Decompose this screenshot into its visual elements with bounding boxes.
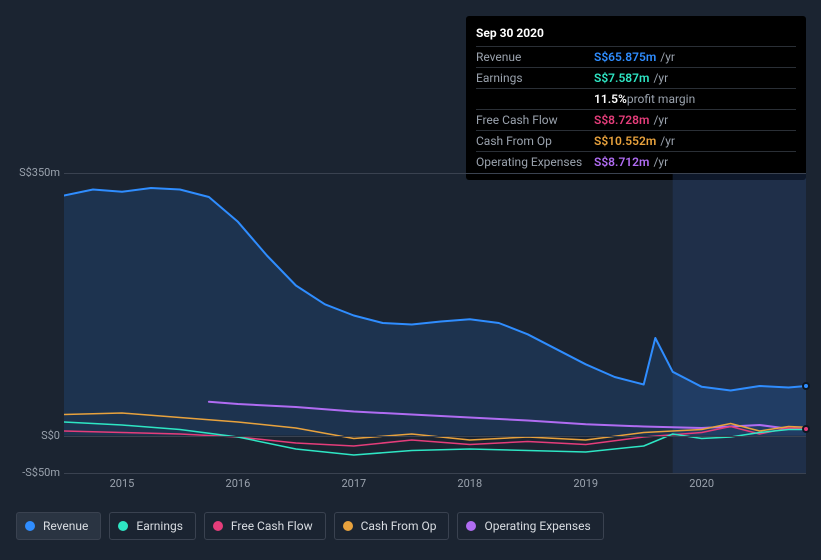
chart-legend: Revenue Earnings Free Cash Flow Cash From O… — [16, 512, 604, 540]
legend-item-cash-from-op[interactable]: Cash From Op — [334, 512, 450, 540]
y-axis-label: -S$50m — [16, 466, 60, 479]
tooltip-row-unit: /yr — [653, 113, 668, 127]
tooltip-row-value: S$7.587m — [594, 71, 649, 85]
legend-label: Earnings — [136, 519, 183, 533]
legend-swatch — [118, 521, 128, 531]
x-axis-label: 2019 — [573, 477, 598, 490]
tooltip-date: Sep 30 2020 — [476, 22, 796, 46]
legend-label: Revenue — [43, 519, 88, 533]
tooltip-row-sub: profit margin — [627, 92, 695, 106]
tooltip-row-label: Earnings — [476, 71, 594, 85]
legend-label: Free Cash Flow — [231, 519, 313, 533]
chart-svg — [64, 173, 806, 473]
chart-plot-area[interactable] — [64, 173, 806, 473]
tooltip-row-label: Free Cash Flow — [476, 113, 594, 127]
tooltip-row-unit: /yr — [653, 71, 668, 85]
gridline — [64, 436, 806, 437]
legend-item-earnings[interactable]: Earnings — [109, 512, 196, 540]
gridline — [64, 173, 806, 174]
tooltip-row: RevenueS$65.875m /yr — [476, 46, 796, 67]
financials-chart-widget: Sep 30 2020 RevenueS$65.875m /yrEarnings… — [0, 0, 821, 560]
series-end-marker — [802, 425, 810, 433]
x-axis-label: 2015 — [110, 477, 135, 490]
legend-swatch — [213, 521, 223, 531]
x-axis-label: 2020 — [689, 477, 714, 490]
series-end-marker — [802, 382, 810, 390]
tooltip-row: Cash From OpS$10.552m /yr — [476, 130, 796, 151]
gridline — [64, 473, 806, 474]
legend-label: Operating Expenses — [484, 519, 590, 533]
tooltip-row: Free Cash FlowS$8.728m /yr — [476, 109, 796, 130]
tooltip-row-value: S$8.728m — [594, 113, 649, 127]
tooltip-row: 11.5% profit margin — [476, 88, 796, 109]
x-axis-label: 2018 — [457, 477, 482, 490]
legend-swatch — [343, 521, 353, 531]
tooltip-row-label: Revenue — [476, 50, 594, 64]
tooltip-row-unit: /yr — [660, 50, 675, 64]
legend-item-free-cash-flow[interactable]: Free Cash Flow — [204, 512, 326, 540]
tooltip-row-label: Cash From Op — [476, 134, 594, 148]
legend-item-revenue[interactable]: Revenue — [16, 512, 101, 540]
tooltip-row-value: S$65.875m — [594, 50, 656, 64]
tooltip-row-unit: /yr — [660, 134, 675, 148]
tooltip-row-pct: 11.5% — [594, 92, 627, 106]
legend-item-operating-expenses[interactable]: Operating Expenses — [457, 512, 603, 540]
legend-swatch — [25, 521, 35, 531]
x-axis-label: 2016 — [226, 477, 251, 490]
y-axis-label: S$0 — [16, 429, 60, 442]
y-axis-label: S$350m — [16, 166, 60, 179]
legend-label: Cash From Op — [361, 519, 437, 533]
financials-chart[interactable]: S$350m S$0 -S$50m 2015 2016 2017 2018 2019 2020 — [16, 155, 806, 510]
tooltip-row-value: S$10.552m — [594, 134, 656, 148]
legend-swatch — [466, 521, 476, 531]
tooltip-row: EarningsS$7.587m /yr — [476, 67, 796, 88]
x-axis-label: 2017 — [341, 477, 366, 490]
